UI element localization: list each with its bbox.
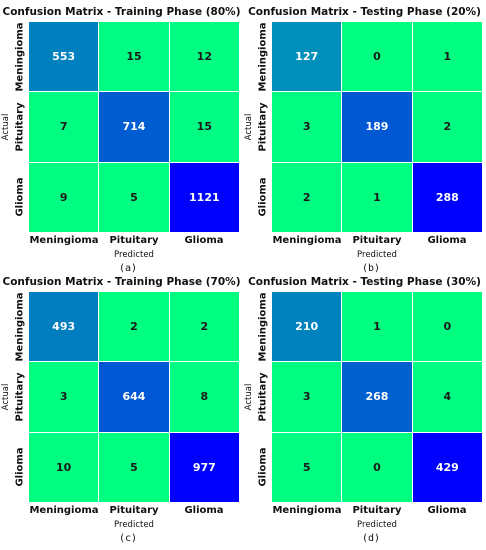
row-tick-label: Meningioma <box>257 22 269 92</box>
column-tick-label: Pituitary <box>352 235 402 246</box>
x-axis-label: Predicted <box>114 250 154 260</box>
heatmap-cell: 3 <box>272 362 342 432</box>
heatmap-cell: 3 <box>272 92 342 162</box>
heatmap-grid: 553 15 12 7 714 15 9 5 1121 <box>29 22 239 232</box>
heatmap-cell: 5 <box>272 432 342 502</box>
panel-caption: (b) <box>361 263 381 274</box>
column-tick-label: Meningioma <box>272 235 342 246</box>
column-tick-label: Glioma <box>427 235 467 246</box>
heatmap-cell: 0 <box>342 432 412 502</box>
heatmap-cell: 2 <box>169 292 239 362</box>
heatmap-cell: 644 <box>99 362 169 432</box>
panel-caption: (c) <box>118 533 138 544</box>
heatmap-cell: 4 <box>412 362 482 432</box>
chart-title: Confusion Matrix - Testing Phase (20%) <box>248 6 481 18</box>
heatmap-cell: 15 <box>169 92 239 162</box>
column-tick-label: Meningioma <box>272 505 342 516</box>
column-tick-label: Glioma <box>184 235 224 246</box>
row-tick-label: Meningioma <box>257 292 269 362</box>
heatmap-cell: 714 <box>99 92 169 162</box>
column-tick-label: Meningioma <box>29 235 99 246</box>
heatmap-cell: 429 <box>412 432 482 502</box>
x-axis-label: Predicted <box>357 250 397 260</box>
confusion-matrix-panel: Confusion Matrix - Testing Phase (30%) 21… <box>243 270 486 545</box>
panel-caption: (a) <box>118 263 138 274</box>
heatmap-cell: 977 <box>169 432 239 502</box>
confusion-matrix-panel: Confusion Matrix - Training Phase (80%) 5… <box>0 0 243 275</box>
x-axis-label: Predicted <box>357 520 397 530</box>
column-tick-label: Pituitary <box>352 505 402 516</box>
y-axis-label: Actual <box>244 383 254 411</box>
column-tick-label: Pituitary <box>109 505 159 516</box>
heatmap-cell: 3 <box>29 362 99 432</box>
y-axis-label: Actual <box>244 113 254 141</box>
row-tick-label: Pituitary <box>14 102 26 152</box>
heatmap-cell: 9 <box>29 162 99 232</box>
heatmap-cell: 0 <box>412 292 482 362</box>
row-tick-label: Pituitary <box>257 102 269 152</box>
heatmap-cell: 1 <box>342 162 412 232</box>
heatmap-grid: 127 0 1 3 189 2 2 1 288 <box>272 22 482 232</box>
heatmap-cell: 189 <box>342 92 412 162</box>
heatmap-cell: 127 <box>272 22 342 92</box>
heatmap-cell: 1 <box>342 292 412 362</box>
heatmap-cell: 10 <box>29 432 99 502</box>
row-tick-label: Glioma <box>14 177 26 217</box>
heatmap-cell: 7 <box>29 92 99 162</box>
heatmap-cell: 493 <box>29 292 99 362</box>
row-tick-label: Meningioma <box>14 22 26 92</box>
row-tick-label: Glioma <box>257 177 269 217</box>
heatmap-cell: 2 <box>412 92 482 162</box>
row-tick-label: Glioma <box>257 447 269 487</box>
column-tick-label: Meningioma <box>29 505 99 516</box>
panel-caption: (d) <box>361 533 381 544</box>
heatmap-grid: 210 1 0 3 268 4 5 0 429 <box>272 292 482 502</box>
heatmap-cell: 2 <box>99 292 169 362</box>
heatmap-cell: 210 <box>272 292 342 362</box>
row-tick-label: Pituitary <box>14 372 26 422</box>
heatmap-cell: 288 <box>412 162 482 232</box>
heatmap-cell: 5 <box>99 432 169 502</box>
heatmap-cell: 1121 <box>169 162 239 232</box>
heatmap-cell: 12 <box>169 22 239 92</box>
column-tick-label: Glioma <box>184 505 224 516</box>
heatmap-cell: 0 <box>342 22 412 92</box>
chart-title: Confusion Matrix - Testing Phase (30%) <box>248 276 481 288</box>
row-tick-label: Glioma <box>14 447 26 487</box>
row-tick-label: Meningioma <box>14 292 26 362</box>
heatmap-grid: 493 2 2 3 644 8 10 5 977 <box>29 292 239 502</box>
chart-title: Confusion Matrix - Training Phase (80%) <box>2 6 241 18</box>
y-axis-label: Actual <box>1 383 11 411</box>
y-axis-label: Actual <box>1 113 11 141</box>
heatmap-cell: 2 <box>272 162 342 232</box>
heatmap-cell: 8 <box>169 362 239 432</box>
column-tick-label: Glioma <box>427 505 467 516</box>
x-axis-label: Predicted <box>114 520 154 530</box>
heatmap-cell: 15 <box>99 22 169 92</box>
heatmap-cell: 5 <box>99 162 169 232</box>
heatmap-cell: 1 <box>412 22 482 92</box>
confusion-matrix-panel: Confusion Matrix - Testing Phase (20%) 12… <box>243 0 486 275</box>
confusion-matrix-panel: Confusion Matrix - Training Phase (70%) 4… <box>0 270 243 545</box>
column-tick-label: Pituitary <box>109 235 159 246</box>
heatmap-cell: 553 <box>29 22 99 92</box>
heatmap-cell: 268 <box>342 362 412 432</box>
chart-title: Confusion Matrix - Training Phase (70%) <box>2 276 241 288</box>
row-tick-label: Pituitary <box>257 372 269 422</box>
